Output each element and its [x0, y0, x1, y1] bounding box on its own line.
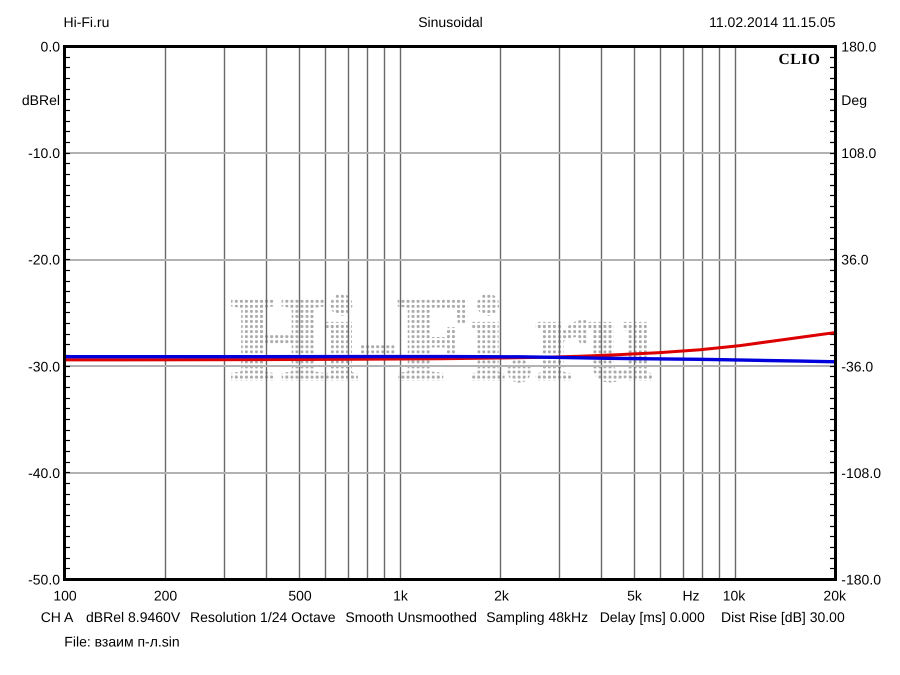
svg-text:-10.0: -10.0	[28, 145, 60, 161]
svg-text:Delay [ms] 0.000: Delay [ms] 0.000	[600, 609, 705, 625]
svg-text:200: 200	[154, 588, 178, 604]
svg-text:108.0: 108.0	[841, 145, 876, 161]
svg-text:20k: 20k	[823, 588, 847, 604]
svg-text:500: 500	[288, 588, 312, 604]
svg-text:Deg: Deg	[841, 92, 867, 108]
svg-text:5k: 5k	[627, 588, 643, 604]
svg-text:-50.0: -50.0	[28, 572, 60, 588]
svg-text:180.0: 180.0	[841, 39, 876, 55]
svg-text:Resolution 1/24 Octave: Resolution 1/24 Octave	[190, 609, 336, 625]
svg-text:-20.0: -20.0	[28, 252, 60, 268]
svg-text:Sinusoidal: Sinusoidal	[418, 14, 483, 30]
svg-text:Hi-Fi.ru: Hi-Fi.ru	[231, 272, 654, 405]
svg-text:Sampling 48kHz: Sampling 48kHz	[486, 609, 588, 625]
svg-text:-36.0: -36.0	[841, 358, 873, 374]
svg-text:Smooth Unsmoothed: Smooth Unsmoothed	[345, 609, 477, 625]
svg-text:Hi-Fi.ru: Hi-Fi.ru	[64, 14, 110, 30]
svg-text:36.0: 36.0	[841, 252, 868, 268]
svg-text:dBRel: dBRel	[22, 92, 60, 108]
svg-text:-180.0: -180.0	[841, 572, 881, 588]
svg-text:100: 100	[53, 588, 77, 604]
svg-text:-108.0: -108.0	[841, 465, 881, 481]
svg-text:dBRel 8.9460V: dBRel 8.9460V	[86, 609, 181, 625]
svg-text:Dist Rise [dB] 30.00: Dist Rise [dB] 30.00	[721, 609, 845, 625]
svg-text:File: взаим п-л.sin: File: взаим п-л.sin	[64, 633, 179, 649]
svg-text:10k: 10k	[723, 588, 747, 604]
svg-text:2k: 2k	[494, 588, 510, 604]
svg-text:1k: 1k	[393, 588, 409, 604]
svg-text:11.02.2014 11.15.05: 11.02.2014 11.15.05	[709, 14, 836, 30]
svg-text:0.0: 0.0	[41, 39, 61, 55]
svg-text:CLIO: CLIO	[778, 51, 820, 68]
svg-text:-30.0: -30.0	[28, 358, 60, 374]
svg-text:Hz: Hz	[682, 588, 699, 604]
svg-text:-40.0: -40.0	[28, 465, 60, 481]
svg-text:CH A: CH A	[41, 609, 74, 625]
